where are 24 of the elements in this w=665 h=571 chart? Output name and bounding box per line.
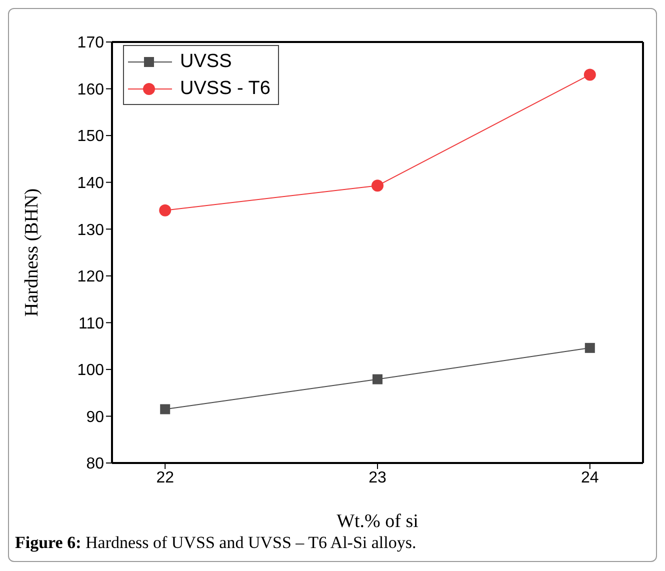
y-axis-title: Hardness (BHN) <box>22 188 43 317</box>
legend-label: UVSS - T6 <box>180 78 270 100</box>
point <box>160 404 170 414</box>
y-tick-label: 80 <box>86 456 104 473</box>
y-tick-label: 130 <box>77 222 104 239</box>
point <box>372 374 382 384</box>
y-tick-label: 160 <box>77 81 104 98</box>
y-tick-label: 100 <box>77 362 104 380</box>
point <box>159 204 172 216</box>
point <box>584 342 595 353</box>
y-tick-label: 170 <box>77 34 104 52</box>
y-tick-label: 90 <box>86 408 104 426</box>
point <box>584 68 596 81</box>
y-tick-label: 110 <box>78 315 104 332</box>
y-tick-label: 140 <box>77 175 104 192</box>
point <box>372 180 384 192</box>
y-tick-label: 150 <box>77 128 104 146</box>
y-tick-label: 120 <box>77 268 104 286</box>
legend-label: UVSS <box>180 50 232 72</box>
x-axis-title: Wt.% of si <box>336 511 418 532</box>
x-tick-label: 24 <box>581 469 599 486</box>
caption: Figure 6: Hardness of UVSS and UVSS – T6 Al-Si alloys. <box>15 533 416 552</box>
x-tick-label: 23 <box>368 469 386 486</box>
x-tick-label: 22 <box>156 469 174 486</box>
